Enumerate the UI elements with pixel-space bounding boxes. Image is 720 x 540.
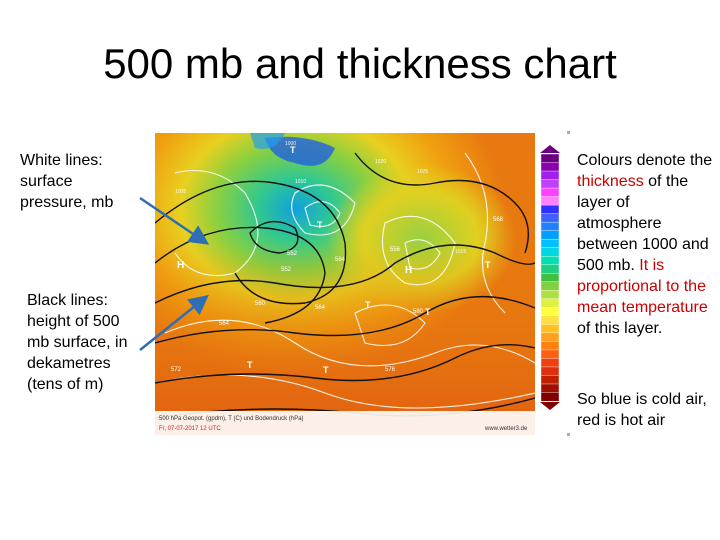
legend-corner-mark (567, 131, 570, 134)
contour-label: 564 (219, 321, 230, 327)
low-pressure-marker: T (365, 300, 371, 310)
contour-label: 564 (315, 305, 326, 311)
legend-swatch (540, 221, 560, 232)
legend-bottom-arrow (540, 402, 560, 410)
high-pressure-marker: H (405, 265, 412, 276)
contour-label: 556 (390, 247, 401, 253)
legend-swatch (540, 298, 560, 308)
legend-swatch (540, 315, 560, 325)
legend-swatch (540, 204, 560, 215)
legend-swatch (540, 187, 560, 198)
thickness-colour-legend (540, 145, 560, 410)
colours-note-part2: of the layer of atmosphere between 1000 … (577, 173, 709, 274)
isobar-label: 1020 (375, 159, 386, 165)
legend-swatch (540, 153, 560, 164)
colours-note: Colours denote the thickness of the laye… (577, 150, 717, 339)
legend-swatch (540, 341, 560, 351)
legend-swatch (540, 273, 560, 283)
legend-swatch (540, 213, 560, 223)
legend-top-arrow (540, 145, 560, 153)
legend-swatch (540, 366, 560, 376)
isobar-label: 1025 (417, 169, 428, 175)
legend-swatch (540, 247, 560, 257)
legend-swatch (540, 290, 560, 300)
isobar-label: 1000 (285, 141, 296, 147)
legend-swatch (540, 349, 560, 359)
map-contour-labels: 552 552 556 560 564 564 568 572 576 580 … (171, 217, 504, 373)
map-credit: www.wetter3.de (484, 426, 528, 432)
conclusion-note: So blue is cold air, red is hot air (577, 391, 707, 429)
low-pressure-marker: T (485, 260, 491, 270)
legend-swatch (540, 332, 560, 342)
contour-label: 576 (385, 367, 396, 373)
legend-swatch (540, 162, 560, 172)
low-pressure-marker: T (317, 220, 323, 230)
map-footer-strip (155, 411, 535, 435)
legend-swatch (540, 324, 560, 334)
slide-title: 500 mb and thickness chart (103, 40, 617, 87)
isobar-label: 1005 (175, 189, 186, 195)
legend-swatch (540, 307, 560, 317)
map-footer-line2: Fr, 07-07-2017 12 UTC (159, 426, 221, 432)
legend-corner-mark (567, 433, 570, 436)
low-pressure-marker: T (247, 360, 253, 370)
high-pressure-marker: H (177, 260, 184, 271)
isobar-label: 1010 (295, 179, 306, 185)
colours-note-thickness: thickness (577, 173, 644, 190)
map-blue-west (250, 133, 285, 149)
colours-note-part3: of this layer. (577, 320, 663, 337)
legend-swatch (540, 179, 560, 189)
legend-swatch (540, 392, 560, 402)
map-footer-line1: 500 hPa Geopot. (gpdm), T (C) und Bodend… (159, 416, 304, 422)
map-south-shading (155, 243, 535, 435)
legend-swatch (540, 358, 560, 368)
contour-label: 580 (413, 309, 424, 315)
weather-map: 552 552 556 560 564 564 568 572 576 580 … (155, 133, 535, 435)
low-pressure-marker: T (290, 145, 296, 155)
legend-swatch (540, 383, 560, 393)
map-isobar-labels: 1000 1005 1010 1015 1020 1025 (175, 141, 466, 255)
contour-label: 560 (255, 301, 266, 307)
legend-swatch (540, 196, 560, 206)
isobar-label: 1015 (455, 249, 466, 255)
legend-swatch (540, 170, 560, 181)
low-pressure-marker: T (425, 307, 431, 317)
legend-swatch (540, 230, 560, 240)
white-lines-note: White lines: surface pressure, mb (20, 152, 114, 211)
legend-swatch (540, 238, 560, 249)
legend-swatch (540, 264, 560, 274)
map-blue-core (265, 136, 335, 166)
low-pressure-marker: T (323, 365, 329, 375)
contour-label: 572 (171, 367, 182, 373)
legend-swatch (540, 375, 560, 385)
contour-label: 568 (493, 217, 504, 223)
legend-swatch (540, 281, 560, 291)
pressure-centres: H H T T T T T T T (177, 145, 491, 375)
black-lines-note: Black lines: height of 500 mb surface, i… (27, 292, 128, 393)
contour-label: 552 (281, 267, 292, 273)
colours-note-part1: Colours denote the (577, 152, 713, 169)
contour-label: 552 (287, 251, 298, 257)
legend-swatches (540, 153, 560, 402)
contour-label: 584 (335, 257, 346, 263)
colours-note-proportional: It is proportional to the mean temperatu… (577, 257, 708, 316)
legend-swatch (540, 256, 560, 266)
